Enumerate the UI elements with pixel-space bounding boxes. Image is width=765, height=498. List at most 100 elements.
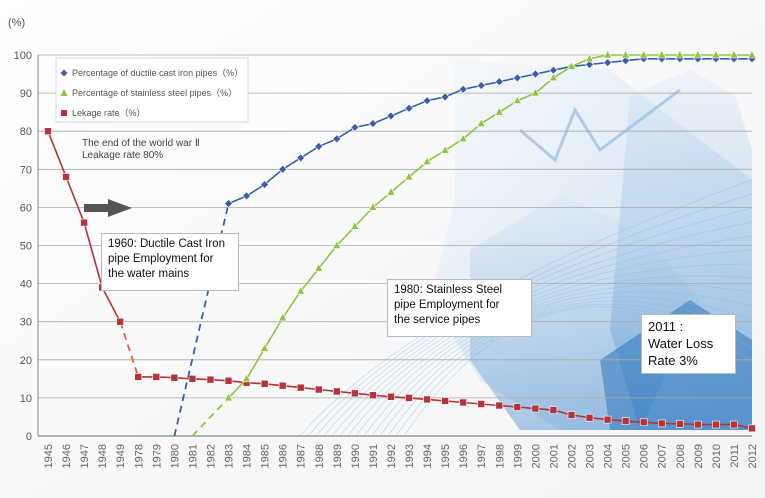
data-point xyxy=(369,391,377,400)
legend-marker-triangle xyxy=(60,89,68,96)
data-point xyxy=(152,373,161,381)
ductile-annotation-line2: pipe Employment for xyxy=(108,253,214,265)
war-note: The end of the world war Ⅱ Leakage rate … xyxy=(82,138,200,162)
data-point xyxy=(657,419,666,428)
data-point xyxy=(350,221,360,230)
data-point xyxy=(386,187,396,196)
data-point xyxy=(224,392,234,402)
deco-curve xyxy=(387,300,753,437)
data-point xyxy=(278,164,288,174)
data-point xyxy=(350,122,360,132)
legend-marker-square xyxy=(61,110,67,116)
data-point xyxy=(278,381,287,390)
data-point xyxy=(116,317,125,326)
data-point xyxy=(368,202,378,211)
data-point xyxy=(332,134,342,144)
x-tick-label: 1989 xyxy=(332,444,344,468)
data-point xyxy=(332,240,342,249)
data-point xyxy=(693,49,703,59)
x-tick-label: 1986 xyxy=(278,444,290,468)
data-point xyxy=(44,127,52,135)
x-tick-label: 1999 xyxy=(512,444,524,468)
data-point xyxy=(657,49,667,59)
x-tick-label: 1978 xyxy=(133,444,145,468)
data-point xyxy=(260,180,270,189)
legend-entry-label: Percentage of stainless steel pipes（%） xyxy=(72,88,237,98)
series-line xyxy=(227,54,752,399)
deco-zigzag xyxy=(519,88,681,163)
data-point xyxy=(748,424,756,433)
stainless-annotation: 1980: Stainless Steel pipe Employment fo… xyxy=(387,279,532,337)
data-point xyxy=(585,60,594,69)
series-dashed-segment xyxy=(191,397,230,437)
legend: Percentage of ductile cast iron pipes（%）… xyxy=(55,57,249,123)
x-tick-label: 1987 xyxy=(296,444,308,468)
data-point xyxy=(260,380,269,388)
data-point xyxy=(405,394,413,402)
data-point xyxy=(333,387,341,396)
water-loss-annotation-line3: Rate 3% xyxy=(648,353,698,368)
data-point xyxy=(621,417,630,425)
data-point xyxy=(224,376,233,385)
data-point xyxy=(278,312,288,322)
data-point xyxy=(477,400,486,408)
data-point xyxy=(422,96,432,106)
data-point xyxy=(711,49,721,59)
y-tick-label: 0 xyxy=(26,431,32,443)
data-point xyxy=(476,81,486,90)
x-tick-label: 1995 xyxy=(440,444,452,468)
data-point xyxy=(422,156,432,165)
deco-curve xyxy=(379,296,753,437)
x-tick-label: 1996 xyxy=(458,444,470,468)
data-point xyxy=(224,199,233,209)
data-point xyxy=(188,375,197,383)
data-point xyxy=(639,49,649,59)
x-tick-label: 1997 xyxy=(476,444,488,468)
x-tick-label: 2001 xyxy=(548,444,560,468)
y-tick-label: 60 xyxy=(20,202,32,214)
data-point xyxy=(729,49,739,59)
water-loss-annotation-line1: 2011 : xyxy=(648,319,684,334)
data-point xyxy=(567,411,576,419)
data-point xyxy=(621,56,631,66)
y-tick-label: 30 xyxy=(20,317,32,329)
stainless-annotation-line1: 1980: Stainless Steel xyxy=(394,284,503,296)
ductile-annotation-line3: the water mains xyxy=(108,268,190,280)
data-point xyxy=(423,395,431,404)
x-tick-label: 1985 xyxy=(260,444,272,468)
y-axis-ticks: 0 10 20 30 40 50 60 70 80 90 100 xyxy=(14,50,32,443)
data-point xyxy=(404,103,414,113)
data-point xyxy=(440,92,450,102)
x-tick-label: 1991 xyxy=(368,444,380,468)
data-point xyxy=(530,87,540,97)
y-tick-label: 80 xyxy=(20,126,32,138)
data-point xyxy=(314,263,324,272)
data-point xyxy=(368,119,378,129)
x-tick-label: 1983 xyxy=(224,444,236,468)
data-point xyxy=(476,118,486,127)
war-note-line1: The end of the world war Ⅱ xyxy=(82,138,200,149)
data-point xyxy=(62,173,70,181)
x-tick-label: 1994 xyxy=(422,444,434,468)
x-tick-label: 1945 xyxy=(43,444,55,468)
arrow-right-icon-shape xyxy=(84,199,132,217)
x-tick-label: 1948 xyxy=(97,444,109,468)
data-point xyxy=(495,401,504,410)
arrow-right-icon xyxy=(84,199,132,217)
x-tick-label: 2007 xyxy=(657,444,669,468)
data-point xyxy=(531,404,540,413)
data-point xyxy=(260,343,270,352)
data-point xyxy=(603,58,613,68)
data-point xyxy=(242,373,252,383)
y-axis-unit-label: (%) xyxy=(8,17,25,29)
x-tick-label: 1980 xyxy=(169,444,181,468)
legend-entry-label: Lekage rate（%） xyxy=(72,108,146,118)
data-point xyxy=(585,413,594,422)
stainless-annotation-line2: pipe Employment for xyxy=(394,299,500,311)
x-tick-label: 1979 xyxy=(151,444,163,468)
data-point xyxy=(386,111,396,121)
x-tick-label: 2008 xyxy=(675,444,687,468)
ductile-annotation: 1960: Ductile Cast Iron pipe Employment … xyxy=(101,233,239,291)
x-tick-label: 1990 xyxy=(350,444,362,468)
